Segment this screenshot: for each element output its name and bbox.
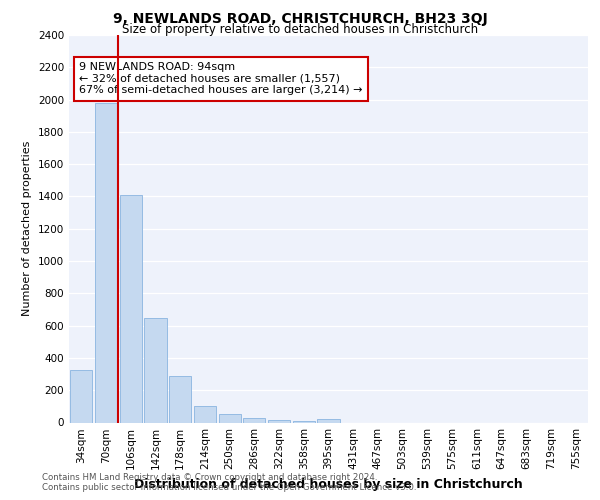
- X-axis label: Distribution of detached houses by size in Christchurch: Distribution of detached houses by size …: [134, 478, 523, 491]
- Bar: [218, 414, 241, 422]
- Bar: [119, 195, 142, 422]
- Text: Contains HM Land Registry data © Crown copyright and database right 2024.
Contai: Contains HM Land Registry data © Crown c…: [42, 473, 416, 492]
- Bar: [268, 420, 290, 422]
- Bar: [145, 318, 167, 422]
- Bar: [70, 370, 92, 422]
- Bar: [95, 103, 117, 422]
- Bar: [194, 406, 216, 422]
- Text: 9, NEWLANDS ROAD, CHRISTCHURCH, BH23 3QJ: 9, NEWLANDS ROAD, CHRISTCHURCH, BH23 3QJ: [113, 12, 487, 26]
- Bar: [169, 376, 191, 422]
- Bar: [243, 418, 265, 422]
- Text: 9 NEWLANDS ROAD: 94sqm
← 32% of detached houses are smaller (1,557)
67% of semi-: 9 NEWLANDS ROAD: 94sqm ← 32% of detached…: [79, 62, 363, 96]
- Y-axis label: Number of detached properties: Number of detached properties: [22, 141, 32, 316]
- Text: Size of property relative to detached houses in Christchurch: Size of property relative to detached ho…: [122, 22, 478, 36]
- Bar: [317, 419, 340, 422]
- Bar: [293, 421, 315, 422]
